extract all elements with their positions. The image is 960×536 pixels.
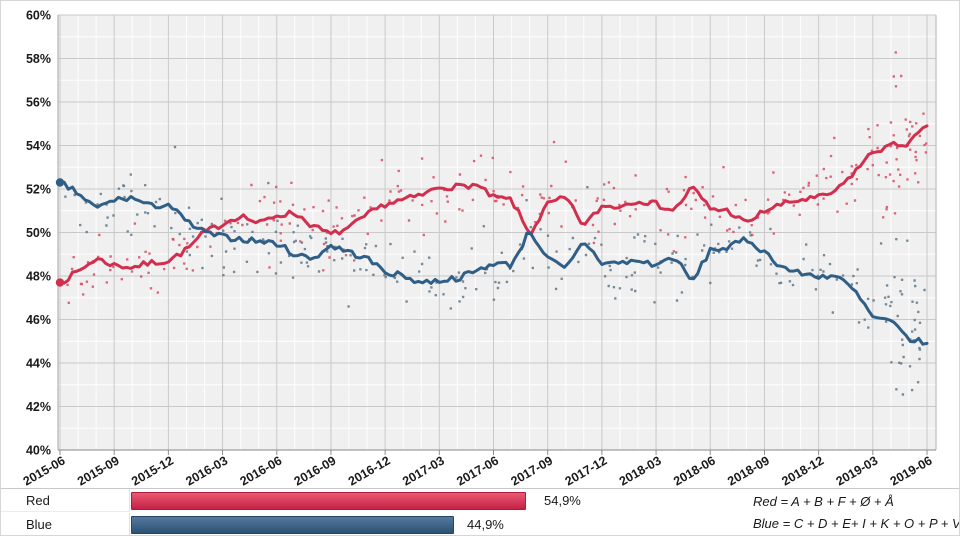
- x-axis-labels: 2015-06 2015-09 2015-12 2016-03 2016-06 2016-…: [21, 453, 935, 488]
- y-tick-label: 54%: [26, 139, 51, 153]
- x-tick-label: 2016-03: [183, 453, 230, 488]
- y-tick-label: 60%: [26, 9, 51, 23]
- y-tick-label: 56%: [26, 96, 51, 110]
- bloc-formulas: Red = A + B + F + Ø + Å Blue = C + D + E…: [753, 491, 960, 535]
- legend-databar-red: [131, 492, 526, 510]
- y-tick-label: 48%: [26, 270, 51, 284]
- series-start-marker-blue: [55, 178, 65, 187]
- x-tick-label: 2017-09: [508, 453, 555, 488]
- legend-panel: Red 54,9% Blue 44,9% Red = A + B + F + Ø…: [1, 488, 960, 535]
- x-tick-label: 2019-06: [888, 453, 935, 488]
- x-tick-label: 2017-06: [454, 453, 501, 488]
- legend-label-blue: Blue: [1, 513, 130, 535]
- x-tick-label: 2018-12: [779, 453, 826, 488]
- trend-lines: [58, 124, 929, 346]
- y-axis-labels: 60% 58% 56% 54% 52% 50% 48% 46% 44% 42% 40%: [26, 9, 51, 458]
- x-tick-label: 2017-03: [400, 453, 447, 488]
- x-tick-label: 2016-06: [238, 453, 285, 488]
- series-start-marker-red: [55, 278, 65, 287]
- legend-row-red: Red 54,9%: [1, 489, 959, 513]
- x-tick-label: 2018-03: [617, 453, 664, 488]
- red-bloc-formula: Red = A + B + F + Ø + Å: [753, 494, 894, 509]
- x-tick-label: 2019-03: [834, 453, 881, 488]
- legend-value-blue: 44,9%: [467, 517, 504, 532]
- trend-line-blue: [58, 180, 929, 346]
- x-tick-label: 2016-09: [292, 453, 339, 488]
- y-tick-label: 40%: [26, 444, 51, 458]
- x-tick-label: 2016-12: [346, 453, 393, 488]
- x-tick-label: 2015-09: [75, 453, 122, 488]
- legend-databar-blue: [131, 516, 454, 534]
- y-tick-label: 58%: [26, 52, 51, 66]
- x-tick-label: 2015-12: [129, 453, 176, 488]
- y-tick-label: 42%: [26, 400, 51, 414]
- x-tick-label: 2018-06: [671, 453, 718, 488]
- bloc-support-chart: 60% 58% 56% 54% 52% 50% 48% 46% 44% 42% 40%2015-06…: [21, 9, 937, 489]
- y-tick-label: 52%: [26, 183, 51, 197]
- blue-bloc-formula: Blue = C + D + E+ I + K + O + P + V: [753, 516, 960, 531]
- legend-value-red: 54,9%: [544, 493, 581, 508]
- legend-label-red: Red: [1, 489, 130, 512]
- x-axis-ticks: [59, 450, 928, 455]
- y-tick-label: 46%: [26, 313, 51, 327]
- x-tick-label: 2017-12: [563, 453, 610, 488]
- x-tick-label: 2018-09: [725, 453, 772, 488]
- y-tick-label: 44%: [26, 357, 51, 371]
- legend-row-blue: Blue 44,9%: [1, 513, 959, 535]
- x-tick-label: 2015-06: [21, 453, 68, 488]
- poll-scatter-points: [64, 51, 928, 396]
- y-tick-label: 50%: [26, 226, 51, 240]
